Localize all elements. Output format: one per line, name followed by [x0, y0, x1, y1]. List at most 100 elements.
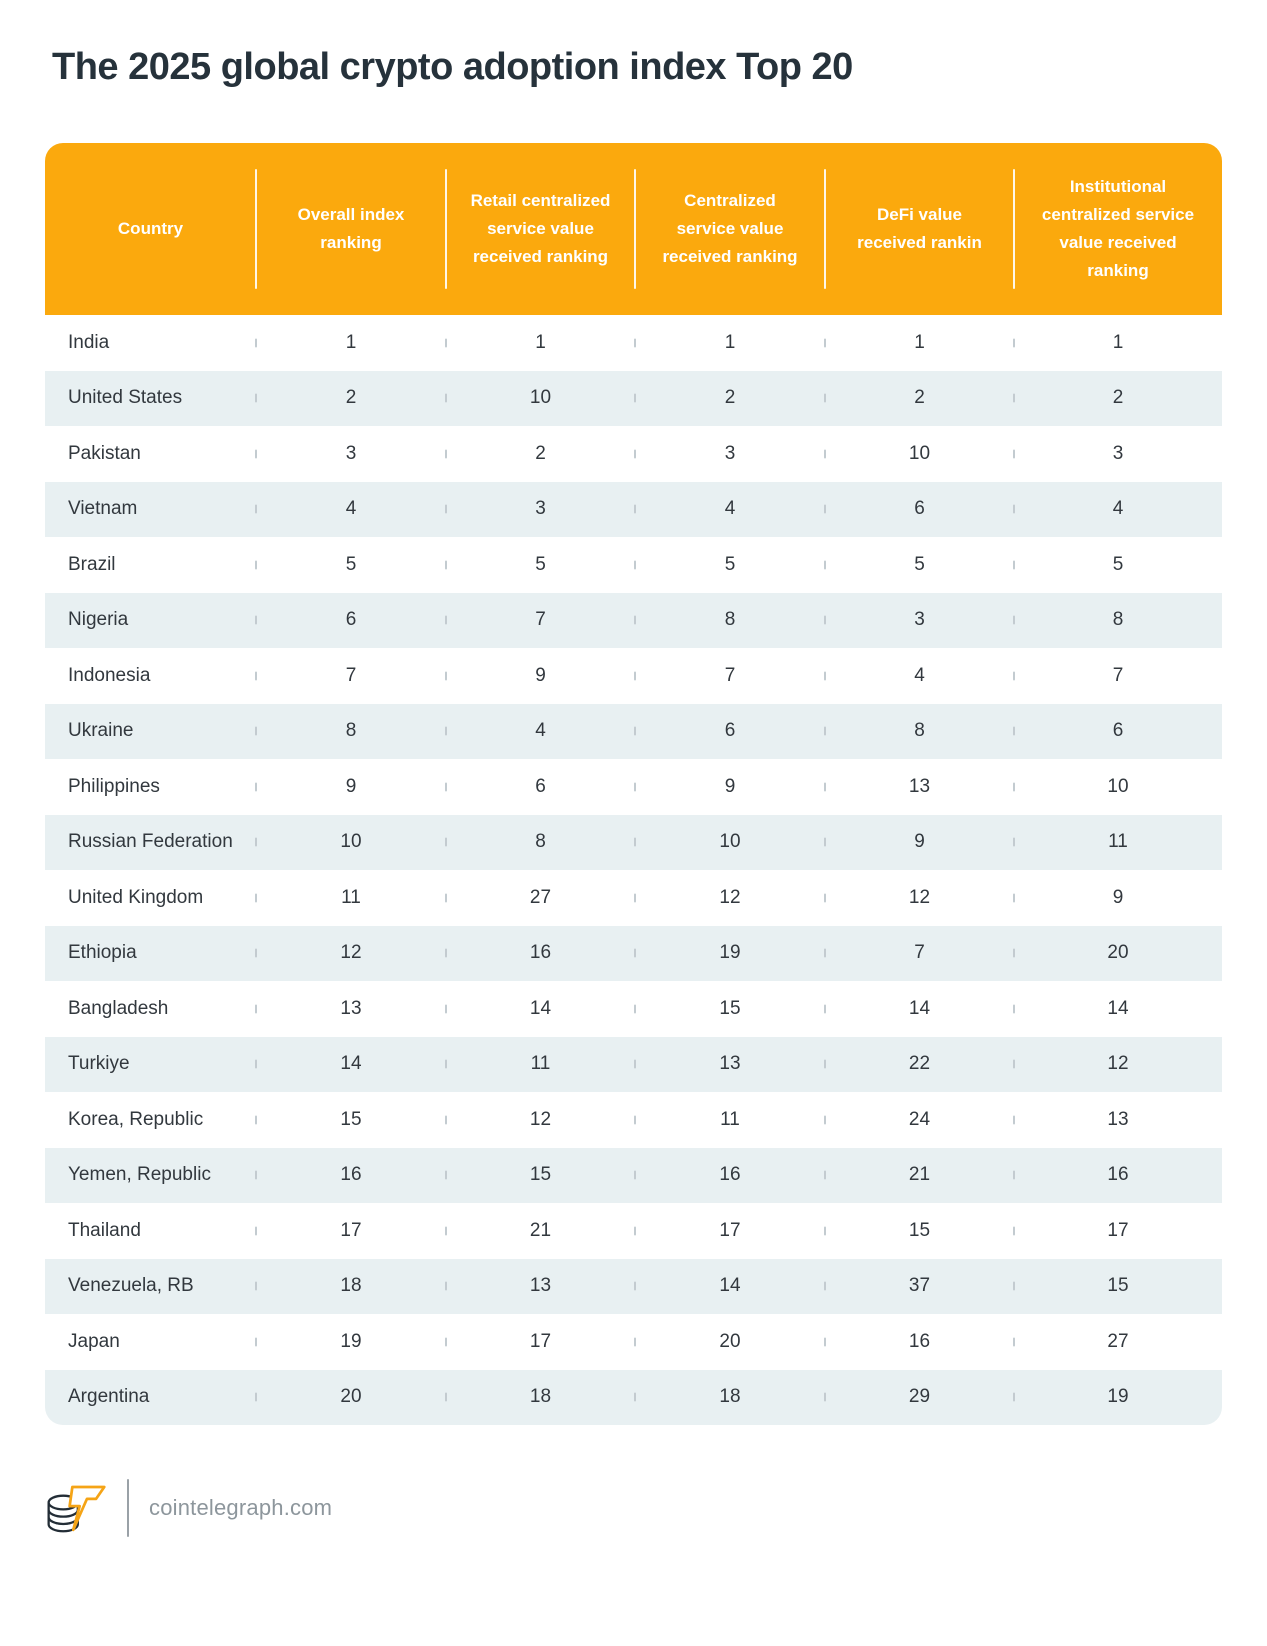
institutional-ranking-cell: 8: [1014, 593, 1222, 649]
overall-index-ranking-cell: 1: [256, 315, 446, 371]
defi-ranking-cell: 12: [825, 870, 1014, 926]
retail-centralized-ranking-cell: 21: [446, 1203, 635, 1259]
country-cell: Philippines: [68, 775, 160, 797]
country-cell: Vietnam: [68, 498, 138, 520]
country-cell: Ukraine: [68, 720, 134, 742]
retail-centralized-ranking-cell: 15: [446, 1148, 635, 1204]
institutional-ranking-cell: 16: [1014, 1148, 1222, 1204]
centralized-ranking-cell: 4: [635, 482, 825, 538]
overall-index-ranking-cell: 14: [256, 1037, 446, 1093]
institutional-ranking-cell: 11: [1014, 815, 1222, 871]
table-row: Nigeria 6 7 8 3 8: [45, 592, 1222, 649]
column-header-country: Country: [117, 218, 184, 238]
institutional-ranking-cell: 1: [1014, 315, 1222, 371]
table-row: United States 2 10 2 2 2: [45, 370, 1222, 427]
overall-index-ranking-cell: 9: [256, 759, 446, 815]
table-row: Yemen, Republic 16 15 16 21 16: [45, 1147, 1222, 1204]
institutional-ranking-cell: 9: [1014, 870, 1222, 926]
centralized-ranking-cell: 13: [635, 1037, 825, 1093]
table-row: Philippines 9 6 9 13 10: [45, 759, 1222, 815]
institutional-ranking-cell: 13: [1014, 1092, 1222, 1148]
institutional-ranking-cell: 15: [1014, 1259, 1222, 1315]
overall-index-ranking-cell: 11: [256, 870, 446, 926]
table-row: Venezuela, RB 18 13 14 37 15: [45, 1258, 1222, 1315]
table-row: Argentina 20 18 18 29 19: [45, 1369, 1222, 1426]
column-header-centralized: Centralized service value received ranki…: [635, 143, 825, 315]
institutional-ranking-cell: 19: [1014, 1370, 1222, 1426]
overall-index-ranking-cell: 17: [256, 1203, 446, 1259]
overall-index-ranking-cell: 6: [256, 593, 446, 649]
retail-centralized-ranking-cell: 3: [446, 482, 635, 538]
table-row: United Kingdom 11 27 12 12 9: [45, 870, 1222, 926]
table-row: India 1 1 1 1 1: [45, 315, 1222, 371]
retail-centralized-ranking-cell: 4: [446, 704, 635, 760]
institutional-ranking-cell: 12: [1014, 1037, 1222, 1093]
retail-centralized-ranking-cell: 7: [446, 593, 635, 649]
centralized-ranking-cell: 5: [635, 537, 825, 593]
defi-ranking-cell: 10: [825, 426, 1014, 482]
table-row: Russian Federation 10 8 10 9 11: [45, 814, 1222, 871]
overall-index-ranking-cell: 4: [256, 482, 446, 538]
defi-ranking-cell: 24: [825, 1092, 1014, 1148]
table-row: Bangladesh 13 14 15 14 14: [45, 981, 1222, 1037]
country-cell: Ethiopia: [68, 942, 137, 964]
centralized-ranking-cell: 3: [635, 426, 825, 482]
overall-index-ranking-cell: 19: [256, 1314, 446, 1370]
footer-divider: [127, 1479, 129, 1537]
institutional-ranking-cell: 10: [1014, 759, 1222, 815]
overall-index-ranking-cell: 12: [256, 926, 446, 982]
centralized-ranking-cell: 2: [635, 371, 825, 427]
centralized-ranking-cell: 8: [635, 593, 825, 649]
defi-ranking-cell: 8: [825, 704, 1014, 760]
page-title: The 2025 global crypto adoption index To…: [52, 46, 853, 88]
defi-ranking-cell: 16: [825, 1314, 1014, 1370]
centralized-ranking-cell: 15: [635, 981, 825, 1037]
retail-centralized-ranking-cell: 16: [446, 926, 635, 982]
retail-centralized-ranking-cell: 11: [446, 1037, 635, 1093]
defi-ranking-cell: 6: [825, 482, 1014, 538]
retail-centralized-ranking-cell: 8: [446, 815, 635, 871]
defi-ranking-cell: 29: [825, 1370, 1014, 1426]
country-cell: Brazil: [68, 553, 116, 575]
retail-centralized-ranking-cell: 5: [446, 537, 635, 593]
retail-centralized-ranking-cell: 18: [446, 1370, 635, 1426]
overall-index-ranking-cell: 2: [256, 371, 446, 427]
overall-index-ranking-cell: 20: [256, 1370, 446, 1426]
retail-centralized-ranking-cell: 14: [446, 981, 635, 1037]
country-cell: Pakistan: [68, 442, 141, 464]
country-cell: United States: [68, 387, 183, 409]
institutional-ranking-cell: 4: [1014, 482, 1222, 538]
overall-index-ranking-cell: 8: [256, 704, 446, 760]
centralized-ranking-cell: 19: [635, 926, 825, 982]
footer: cointelegraph.com: [45, 1477, 1222, 1539]
country-cell: Korea, Republic: [68, 1108, 204, 1130]
overall-index-ranking-cell: 18: [256, 1259, 446, 1315]
retail-centralized-ranking-cell: 12: [446, 1092, 635, 1148]
country-cell: United Kingdom: [68, 886, 204, 908]
defi-ranking-cell: 15: [825, 1203, 1014, 1259]
country-cell: Japan: [68, 1330, 120, 1352]
country-cell: Venezuela, RB: [68, 1275, 194, 1297]
country-cell: Thailand: [68, 1219, 141, 1241]
table-row: Japan 19 17 20 16 27: [45, 1314, 1222, 1370]
table-row: Indonesia 7 9 7 4 7: [45, 648, 1222, 704]
column-header-retail-centralized: Retail centralized service value receive…: [446, 143, 635, 315]
retail-centralized-ranking-cell: 17: [446, 1314, 635, 1370]
country-cell: Argentina: [68, 1386, 150, 1408]
institutional-ranking-cell: 17: [1014, 1203, 1222, 1259]
centralized-ranking-cell: 9: [635, 759, 825, 815]
centralized-ranking-cell: 16: [635, 1148, 825, 1204]
centralized-ranking-cell: 14: [635, 1259, 825, 1315]
overall-index-ranking-cell: 15: [256, 1092, 446, 1148]
cointelegraph-logo-icon: [47, 1485, 106, 1533]
defi-ranking-cell: 4: [825, 648, 1014, 704]
centralized-ranking-cell: 11: [635, 1092, 825, 1148]
centralized-ranking-cell: 18: [635, 1370, 825, 1426]
overall-index-ranking-cell: 5: [256, 537, 446, 593]
institutional-ranking-cell: 2: [1014, 371, 1222, 427]
institutional-ranking-cell: 3: [1014, 426, 1222, 482]
retail-centralized-ranking-cell: 10: [446, 371, 635, 427]
table-row: Vietnam 4 3 4 6 4: [45, 481, 1222, 538]
centralized-ranking-cell: 6: [635, 704, 825, 760]
centralized-ranking-cell: 12: [635, 870, 825, 926]
